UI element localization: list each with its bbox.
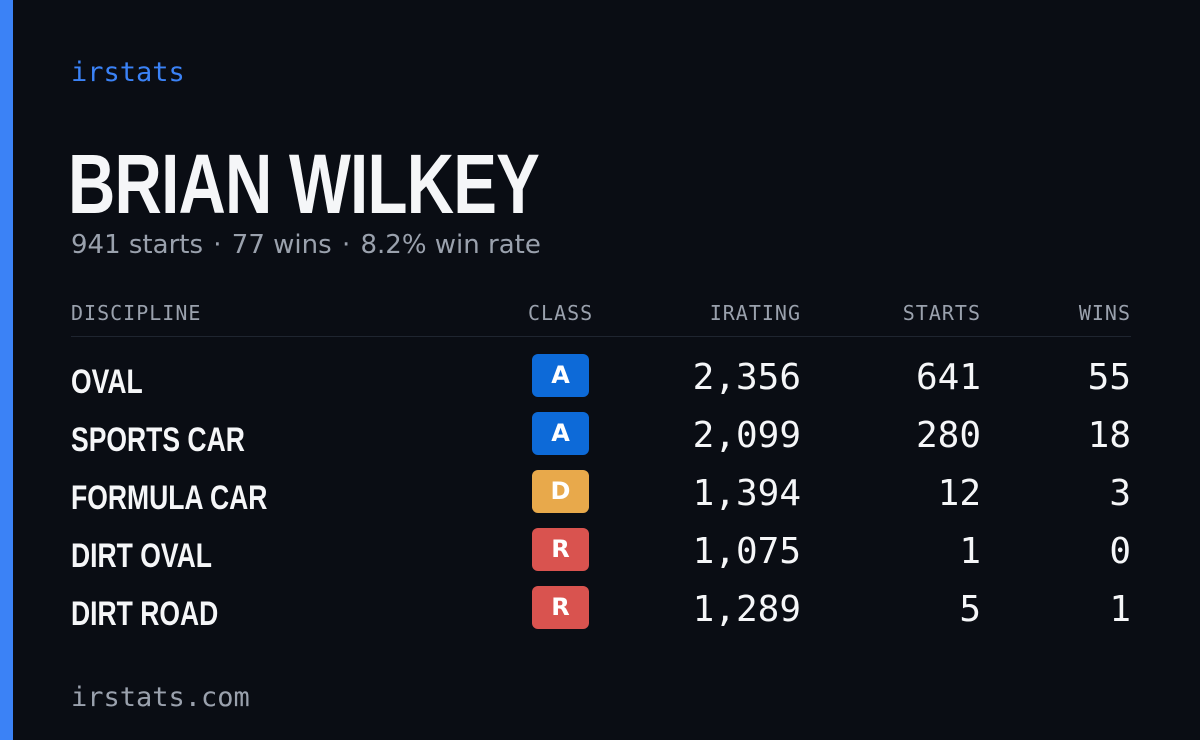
accent-bar — [0, 0, 13, 740]
table-row: FORMULA CAR D 1,394 12 3 — [71, 462, 1131, 520]
separator: · — [213, 230, 222, 260]
class-badge: A — [532, 412, 589, 455]
discipline-name: SPORTS CAR — [71, 421, 245, 459]
wins-value: 1 — [1109, 589, 1131, 630]
discipline-table: OVAL A 2,356 641 55 SPORTS CAR A 2,099 2… — [71, 346, 1131, 636]
discipline-name: DIRT ROAD — [71, 595, 219, 633]
driver-name: BRIAN WILKEY — [68, 137, 540, 231]
class-badge: R — [532, 528, 589, 571]
table-header: DISCIPLINE CLASS IRATING STARTS WINS — [71, 300, 1131, 337]
discipline-name: FORMULA CAR — [71, 479, 268, 517]
header-class: CLASS — [528, 301, 594, 325]
starts-value: 5 — [959, 589, 981, 630]
discipline-name: OVAL — [71, 363, 143, 401]
class-badge: A — [532, 354, 589, 397]
table-row: DIRT ROAD R 1,289 5 1 — [71, 578, 1131, 636]
wins-value: 55 — [1087, 357, 1131, 398]
starts-value: 12 — [937, 473, 981, 514]
separator: · — [341, 230, 351, 260]
irating-value: 2,099 — [692, 415, 801, 456]
class-badge: D — [532, 470, 589, 513]
total-wins: 77 wins — [231, 230, 332, 260]
starts-value: 641 — [915, 357, 981, 398]
table-row: DIRT OVAL R 1,075 1 0 — [71, 520, 1131, 578]
irating-value: 1,289 — [692, 589, 801, 630]
brand-logo[interactable]: irstats — [71, 57, 185, 88]
header-starts: STARTS — [902, 301, 981, 325]
wins-value: 18 — [1087, 415, 1131, 456]
header-wins: WINS — [1078, 301, 1131, 325]
starts-value: 1 — [959, 531, 981, 572]
class-badge: R — [532, 586, 589, 629]
footer-url[interactable]: irstats.com — [71, 682, 250, 713]
win-rate: 8.2% win rate — [360, 230, 541, 260]
header-irating: IRATING — [709, 301, 801, 325]
wins-value: 3 — [1109, 473, 1131, 514]
driver-summary: 941 starts · 77 wins · 8.2% win rate — [71, 229, 541, 261]
table-row: SPORTS CAR A 2,099 280 18 — [71, 404, 1131, 462]
irating-value: 2,356 — [692, 357, 801, 398]
starts-value: 280 — [915, 415, 981, 456]
wins-value: 0 — [1109, 531, 1131, 572]
table-row: OVAL A 2,356 641 55 — [71, 346, 1131, 404]
discipline-name: DIRT OVAL — [71, 537, 212, 575]
irating-value: 1,075 — [692, 531, 801, 572]
total-starts: 941 starts — [71, 230, 203, 260]
header-discipline: DISCIPLINE — [71, 301, 202, 325]
irating-value: 1,394 — [692, 473, 801, 514]
